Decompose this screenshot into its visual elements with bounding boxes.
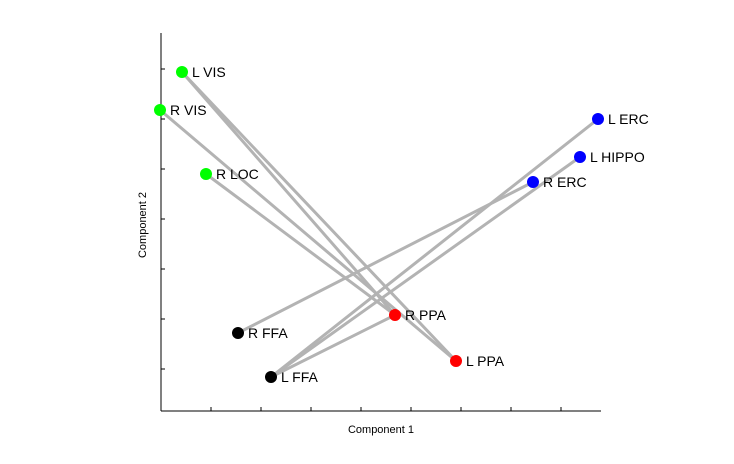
x-axis-ticks (160, 407, 562, 411)
point-label-r-loc: R LOC (216, 166, 259, 182)
axes (160, 33, 601, 412)
connection-line-7 (269, 313, 397, 379)
point-l-hippo (574, 151, 586, 163)
point-l-ppa (450, 355, 462, 367)
connection-line-2 (180, 70, 397, 317)
y-axis-ticks (161, 68, 165, 370)
point-label-r-erc: R ERC (543, 174, 587, 190)
point-l-vis (176, 66, 188, 78)
point-r-ppa (389, 309, 401, 321)
point-label-l-vis: L VIS (192, 64, 226, 80)
connection-line-0 (180, 70, 458, 363)
connection-lines (158, 70, 600, 379)
x-axis-label: Component 1 (348, 424, 414, 436)
point-r-vis (154, 104, 166, 116)
point-l-ffa (265, 371, 277, 383)
point-r-erc (527, 176, 539, 188)
point-l-erc (592, 113, 604, 125)
y-axis-label: Component 2 (137, 192, 149, 258)
point-label-r-ppa: R PPA (405, 307, 447, 323)
connection-line-1 (158, 108, 458, 363)
connection-line-3 (204, 172, 397, 317)
connection-line-6 (269, 155, 582, 379)
point-r-ffa (232, 327, 244, 339)
point-label-l-hippo: L HIPPO (590, 149, 645, 165)
data-points (154, 66, 604, 383)
point-r-loc (200, 168, 212, 180)
point-label-r-ffa: R FFA (248, 325, 288, 341)
point-label-l-ffa: L FFA (281, 369, 318, 385)
point-label-l-erc: L ERC (608, 111, 649, 127)
connection-line-5 (269, 117, 600, 379)
point-label-r-vis: R VIS (170, 102, 207, 118)
point-label-l-ppa: L PPA (466, 353, 505, 369)
